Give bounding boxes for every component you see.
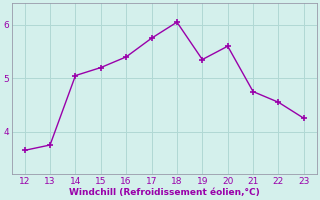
X-axis label: Windchill (Refroidissement éolien,°C): Windchill (Refroidissement éolien,°C) [69,188,260,197]
